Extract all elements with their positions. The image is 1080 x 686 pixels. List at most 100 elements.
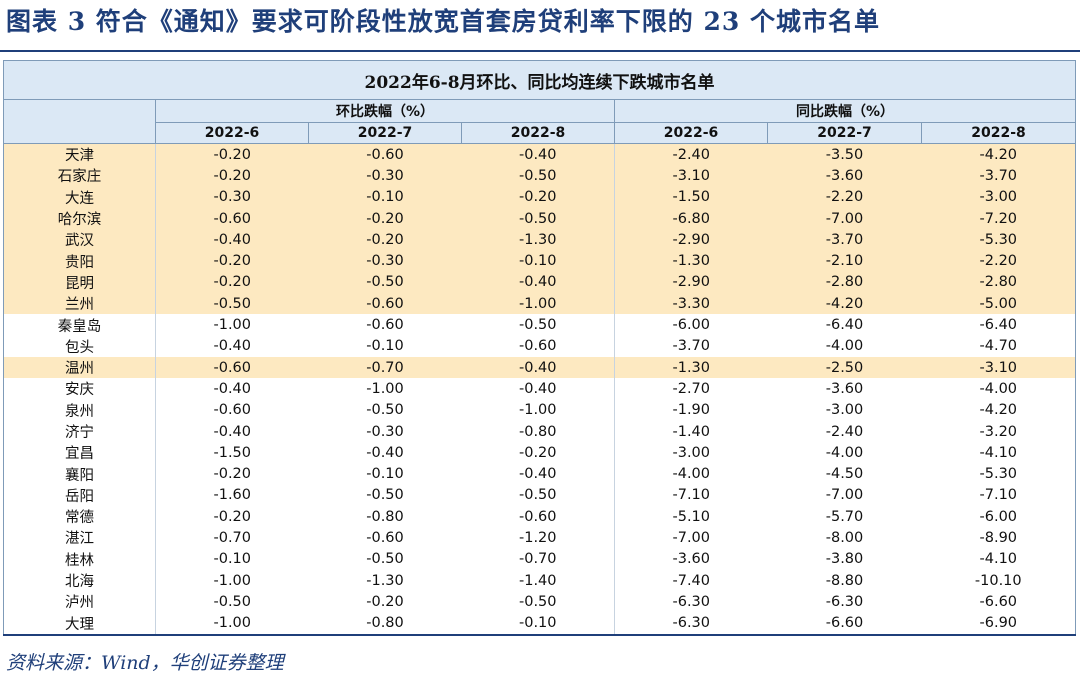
table-row: 贵阳 -0.20 -0.30 -0.10 -1.30 -2.10 -2.20: [3, 250, 1077, 272]
value-cell: -0.40: [213, 423, 252, 440]
city-cell: 北海: [3, 569, 156, 592]
value-cell: -0.30: [308, 165, 462, 187]
table-row: 天津 -0.20 -0.60 -0.40 -2.40 -3.50 -4.20: [3, 143, 1077, 166]
city-cell: 大连: [3, 186, 156, 208]
city-cell: 桂林: [3, 548, 156, 570]
value-cell: -1.00: [213, 572, 252, 589]
city-cell: 秦皇岛: [3, 314, 156, 336]
table-row: 温州 -0.60 -0.70 -0.40 -1.30 -2.50 -3.10: [3, 356, 1077, 379]
value-cell: -3.80: [825, 551, 864, 568]
table-row: 桂林 -0.10 -0.50 -0.70 -3.60 -3.80 -4.10: [3, 548, 1077, 570]
value-cell: -1.40: [461, 569, 615, 592]
value-cell: -2.50: [767, 356, 922, 379]
value-cell: -4.20: [921, 399, 1077, 421]
value-cell: -0.40: [213, 338, 252, 355]
value-cell: -6.80: [614, 207, 768, 230]
value-cell: -4.00: [825, 444, 864, 461]
data-table-container: 2022年6-8月环比、同比均连续下跌城市名单 环比跌幅（%） 同比跌幅（%） …: [2, 60, 1077, 636]
value-cell: -1.30: [614, 356, 768, 379]
value-cell: -0.20: [155, 250, 309, 272]
value-cell: -8.00: [825, 529, 864, 546]
value-cell: -0.50: [461, 207, 615, 230]
value-cell: -3.70: [672, 338, 711, 355]
table-row: 宜昌 -1.50 -0.40 -0.20 -3.00 -4.00 -4.10: [3, 442, 1077, 464]
value-cell: -1.30: [461, 229, 615, 251]
value-cell: -8.90: [921, 527, 1077, 549]
source-note: 资料来源：Wind，华创证券整理: [6, 652, 284, 674]
table-row: 安庆 -0.40 -1.00 -0.40 -2.70 -3.60 -4.00: [3, 378, 1077, 400]
value-cell: -0.40: [155, 229, 309, 251]
value-cell: -0.80: [461, 420, 615, 443]
value-cell: -2.70: [672, 380, 711, 397]
value-cell: -7.00: [672, 529, 711, 546]
city-cell: 大理: [3, 612, 156, 636]
value-cell: -1.30: [614, 250, 768, 272]
value-cell: -3.60: [767, 165, 922, 187]
value-cell: -0.20: [155, 143, 309, 166]
title-rule: [0, 50, 1080, 52]
value-cell: -0.10: [308, 186, 462, 208]
value-cell: -4.20: [921, 143, 1077, 166]
column-header: 2022-7: [767, 122, 922, 144]
value-cell: -5.10: [672, 508, 711, 525]
table-row: 哈尔滨 -0.60 -0.20 -0.50 -6.80 -7.00 -7.20: [3, 207, 1077, 230]
value-cell: -7.40: [672, 572, 711, 589]
value-cell: -6.30: [672, 593, 711, 610]
value-cell: -0.10: [366, 466, 404, 483]
column-header: 2022-8: [461, 122, 615, 144]
value-cell: -0.60: [155, 207, 309, 230]
value-cell: -0.10: [461, 250, 615, 272]
city-cell: 泸州: [3, 591, 156, 613]
value-cell: -3.00: [921, 186, 1077, 208]
value-cell: -3.10: [921, 356, 1077, 379]
table-row: 泸州 -0.50 -0.20 -0.50 -6.30 -6.30 -6.60: [3, 591, 1077, 613]
table-row: 襄阳 -0.20 -0.10 -0.40 -4.00 -4.50 -5.30: [3, 463, 1077, 485]
value-cell: -1.00: [461, 293, 615, 315]
city-cell: 常德: [3, 506, 156, 528]
value-cell: -6.00: [921, 506, 1077, 528]
value-cell: -10.10: [921, 569, 1077, 592]
value-cell: -6.60: [921, 591, 1077, 613]
value-cell: -7.10: [672, 487, 711, 504]
value-cell: -0.70: [213, 529, 252, 546]
value-cell: -4.00: [825, 338, 864, 355]
value-cell: -4.50: [825, 466, 864, 483]
value-cell: -7.00: [825, 487, 864, 504]
value-cell: -0.50: [155, 293, 309, 315]
value-cell: -5.30: [921, 229, 1077, 251]
value-cell: -6.30: [614, 612, 768, 636]
value-cell: -2.90: [614, 229, 768, 251]
city-cell: 济宁: [3, 420, 156, 443]
value-cell: -6.60: [767, 612, 922, 636]
value-cell: -0.60: [461, 506, 615, 528]
table-row: 湛江 -0.70 -0.60 -1.20 -7.00 -8.00 -8.90: [3, 527, 1077, 549]
value-cell: -2.10: [767, 250, 922, 272]
value-cell: -0.20: [155, 271, 309, 294]
value-cell: -0.40: [366, 444, 404, 461]
table-body: 天津 -0.20 -0.60 -0.40 -2.40 -3.50 -4.20 石家庄 -0.20…: [3, 143, 1077, 636]
city-cell: 岳阳: [3, 484, 156, 507]
value-cell: -0.60: [308, 293, 462, 315]
value-cell: -0.20: [461, 186, 615, 208]
figure-title: 图表 3 符合《通知》要求可阶段性放宽首套房贷利率下限的 23 个城市名单: [6, 7, 881, 36]
value-cell: -8.80: [825, 572, 864, 589]
value-cell: -1.00: [155, 612, 309, 636]
table-row: 岳阳 -1.60 -0.50 -0.50 -7.10 -7.00 -7.10: [3, 484, 1077, 507]
value-cell: -3.60: [672, 551, 711, 568]
table-row: 大连 -0.30 -0.10 -0.20 -1.50 -2.20 -3.00: [3, 186, 1077, 208]
column-header: 2022-7: [308, 122, 462, 144]
value-cell: -1.60: [213, 487, 252, 504]
value-cell: -0.20: [155, 165, 309, 187]
value-cell: -1.30: [366, 572, 404, 589]
city-cell: 昆明: [3, 271, 156, 294]
value-cell: -4.00: [672, 466, 711, 483]
value-cell: -3.30: [614, 293, 768, 315]
table-row: 济宁 -0.40 -0.30 -0.80 -1.40 -2.40 -3.20: [3, 420, 1077, 443]
value-cell: -4.10: [921, 442, 1077, 464]
value-cell: -0.50: [308, 271, 462, 294]
value-cell: -0.10: [213, 551, 252, 568]
value-cell: -5.00: [921, 293, 1077, 315]
group-header-mom: 环比跌幅（%）: [155, 99, 615, 123]
value-cell: -3.70: [921, 165, 1077, 187]
value-cell: -3.50: [767, 143, 922, 166]
